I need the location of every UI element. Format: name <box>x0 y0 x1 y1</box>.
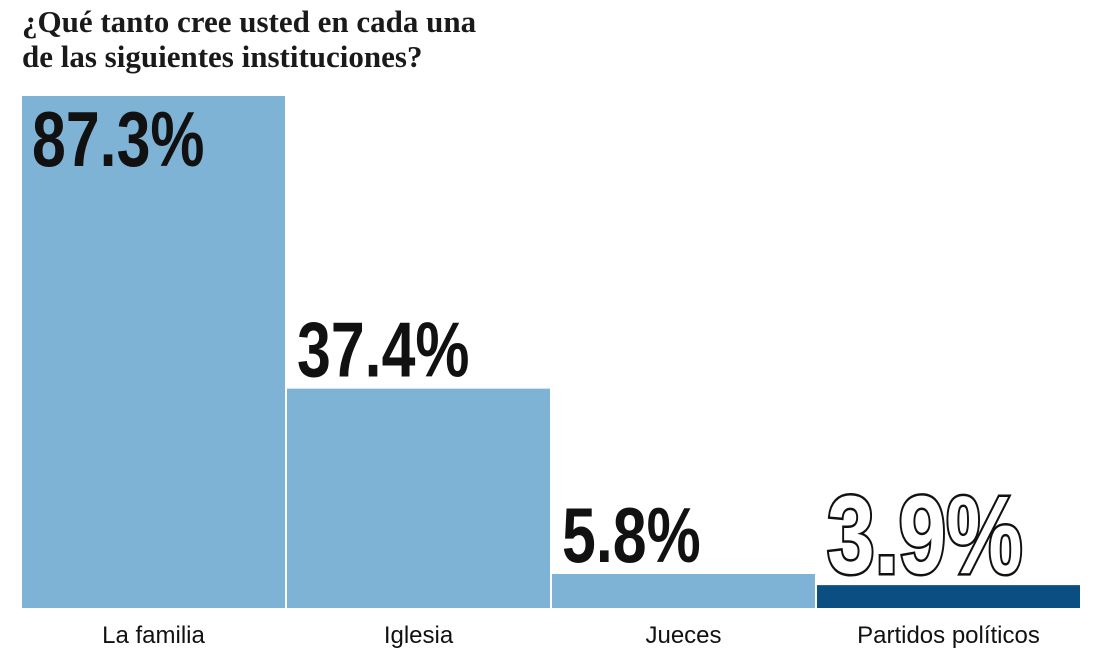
category-label-la-familia: La familia <box>102 622 205 649</box>
bar-partidos-politicos <box>817 585 1080 608</box>
category-label-jueces: Jueces <box>645 622 721 649</box>
bar-la-familia <box>22 96 285 608</box>
value-label-jueces: 5.8% <box>562 492 701 579</box>
category-label-partidos-politicos: Partidos políticos <box>857 622 1040 649</box>
value-label-iglesia: 37.4% <box>297 306 469 393</box>
bar-iglesia <box>287 388 550 608</box>
chart-title: ¿Qué tanto cree usted en cada una de las… <box>22 4 722 74</box>
value-label-la-familia: 87.3% <box>32 96 204 183</box>
category-label-iglesia: Iglesia <box>384 622 454 649</box>
chart-title-line-1: ¿Qué tanto cree usted en cada una <box>22 4 477 39</box>
bar-jueces <box>552 573 815 608</box>
chart-title-line-2: de las siguientes instituciones? <box>22 39 423 74</box>
value-label-partidos-politicos: 3.9% <box>827 474 1023 597</box>
